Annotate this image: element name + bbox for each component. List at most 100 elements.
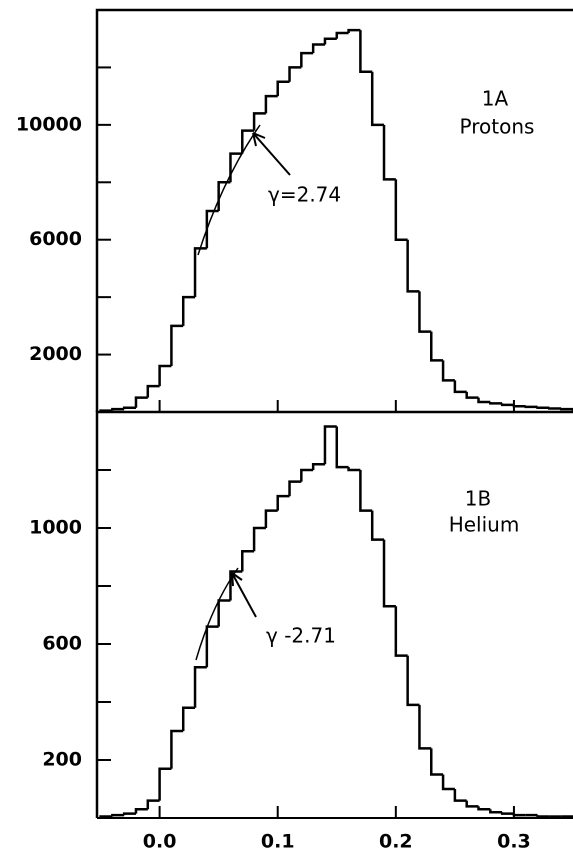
histogram-bar — [453, 789, 467, 802]
histogram-bar — [441, 360, 455, 382]
fit-curve — [197, 124, 261, 256]
histogram-bar — [512, 813, 526, 817]
bottom-frame — [95, 410, 573, 818]
histogram-bar — [181, 295, 196, 326]
y-tick-label: 200 — [42, 749, 82, 771]
histogram-bar — [430, 748, 444, 776]
histogram-bar — [229, 570, 243, 601]
histogram-bar — [99, 815, 113, 818]
x-tick-label: 0.1 — [261, 831, 295, 853]
y-tick-label: 6000 — [29, 228, 82, 250]
histogram-bar — [300, 468, 314, 482]
histogram-bar — [453, 380, 467, 394]
annotation: γ -2.71 — [266, 624, 336, 648]
histogram-bar — [311, 462, 325, 470]
x-tick-label: 0.0 — [143, 831, 177, 853]
histogram-bar — [370, 510, 385, 541]
y-tick-label: 2000 — [29, 343, 82, 365]
histogram-bar — [288, 66, 302, 82]
histogram-bar — [536, 406, 550, 409]
histogram-bar — [465, 800, 479, 808]
histogram-bar — [500, 812, 514, 815]
histogram-bar — [170, 324, 184, 367]
histogram-bar — [264, 509, 278, 528]
histogram-bar — [181, 706, 196, 731]
histogram-bar — [347, 28, 361, 33]
histogram-bar — [359, 30, 373, 73]
x-tick-label: 0.2 — [379, 831, 413, 853]
histogram-bar — [111, 813, 125, 817]
annotation: 1A — [482, 87, 509, 111]
histogram-bar — [347, 467, 361, 472]
histogram-bar — [276, 80, 290, 97]
histogram-bar — [512, 404, 526, 408]
histogram-bar — [536, 815, 550, 818]
histogram-bar — [477, 806, 491, 811]
histogram-bar — [323, 37, 337, 45]
histogram-bar — [111, 407, 125, 411]
histogram-bar — [134, 396, 148, 408]
histogram-bar — [158, 767, 172, 801]
histogram-bar — [500, 403, 514, 407]
y-tick-label: 1000 — [29, 517, 82, 539]
histogram-bar — [241, 549, 255, 572]
histogram-bar — [441, 774, 455, 791]
annotation: γ=2.74 — [268, 183, 341, 207]
histogram-bar — [489, 809, 503, 814]
histogram-bar — [252, 526, 266, 552]
histogram-bar — [524, 405, 538, 409]
histogram-bar — [335, 31, 349, 39]
histogram-bar — [134, 808, 148, 814]
histogram-bar — [335, 426, 349, 469]
x-tick-label: 0.3 — [497, 831, 531, 853]
y-tick-label: 600 — [42, 633, 82, 655]
top-frame — [95, 8, 573, 412]
histogram-bar — [382, 124, 396, 181]
histogram-bar — [146, 384, 160, 398]
histogram-bar — [430, 331, 444, 362]
histogram-bar — [205, 625, 219, 668]
annotation: 1B — [465, 487, 491, 511]
histogram-bar — [561, 815, 573, 818]
histogram-bar — [146, 799, 160, 810]
histogram-bar — [406, 655, 420, 707]
histogram-bar — [394, 606, 408, 657]
histogram-bar — [418, 291, 432, 333]
histogram-bar — [170, 729, 184, 769]
annotation: Helium — [449, 513, 520, 537]
histogram-bar — [359, 470, 373, 512]
y-tick-label: 10000 — [16, 113, 82, 135]
histogram-bar — [382, 539, 396, 608]
histogram-bar — [489, 401, 503, 405]
histogram-bar — [559, 407, 573, 412]
histogram-bar — [323, 425, 337, 465]
histogram-bar — [193, 247, 207, 298]
histogram-bar — [264, 94, 278, 114]
histogram-bar — [122, 812, 136, 816]
histogram-bar — [406, 239, 420, 293]
histogram-bar — [122, 406, 136, 410]
arrow — [231, 572, 257, 618]
histogram-bar — [288, 480, 302, 497]
histogram-bar — [193, 665, 207, 708]
arrow — [252, 132, 291, 176]
histogram-bar — [300, 51, 314, 68]
annotation: Protons — [460, 115, 535, 139]
histogram-bar — [99, 409, 113, 412]
histogram-bar — [548, 407, 562, 410]
histogram-bar — [477, 397, 491, 404]
histogram-bar — [311, 43, 325, 54]
histogram-bar — [158, 364, 172, 387]
histogram-bar — [217, 599, 231, 627]
histogram-bar — [252, 112, 266, 131]
histogram-bar — [465, 391, 479, 399]
histogram-bar — [370, 71, 385, 127]
histogram-bar — [241, 129, 255, 154]
histogram-bar — [205, 209, 219, 249]
histogram-bar — [394, 179, 408, 241]
histogram-bar — [418, 704, 432, 750]
histogram-bar — [229, 152, 243, 183]
histogram-bar — [276, 494, 290, 511]
histogram-bar — [217, 181, 231, 211]
